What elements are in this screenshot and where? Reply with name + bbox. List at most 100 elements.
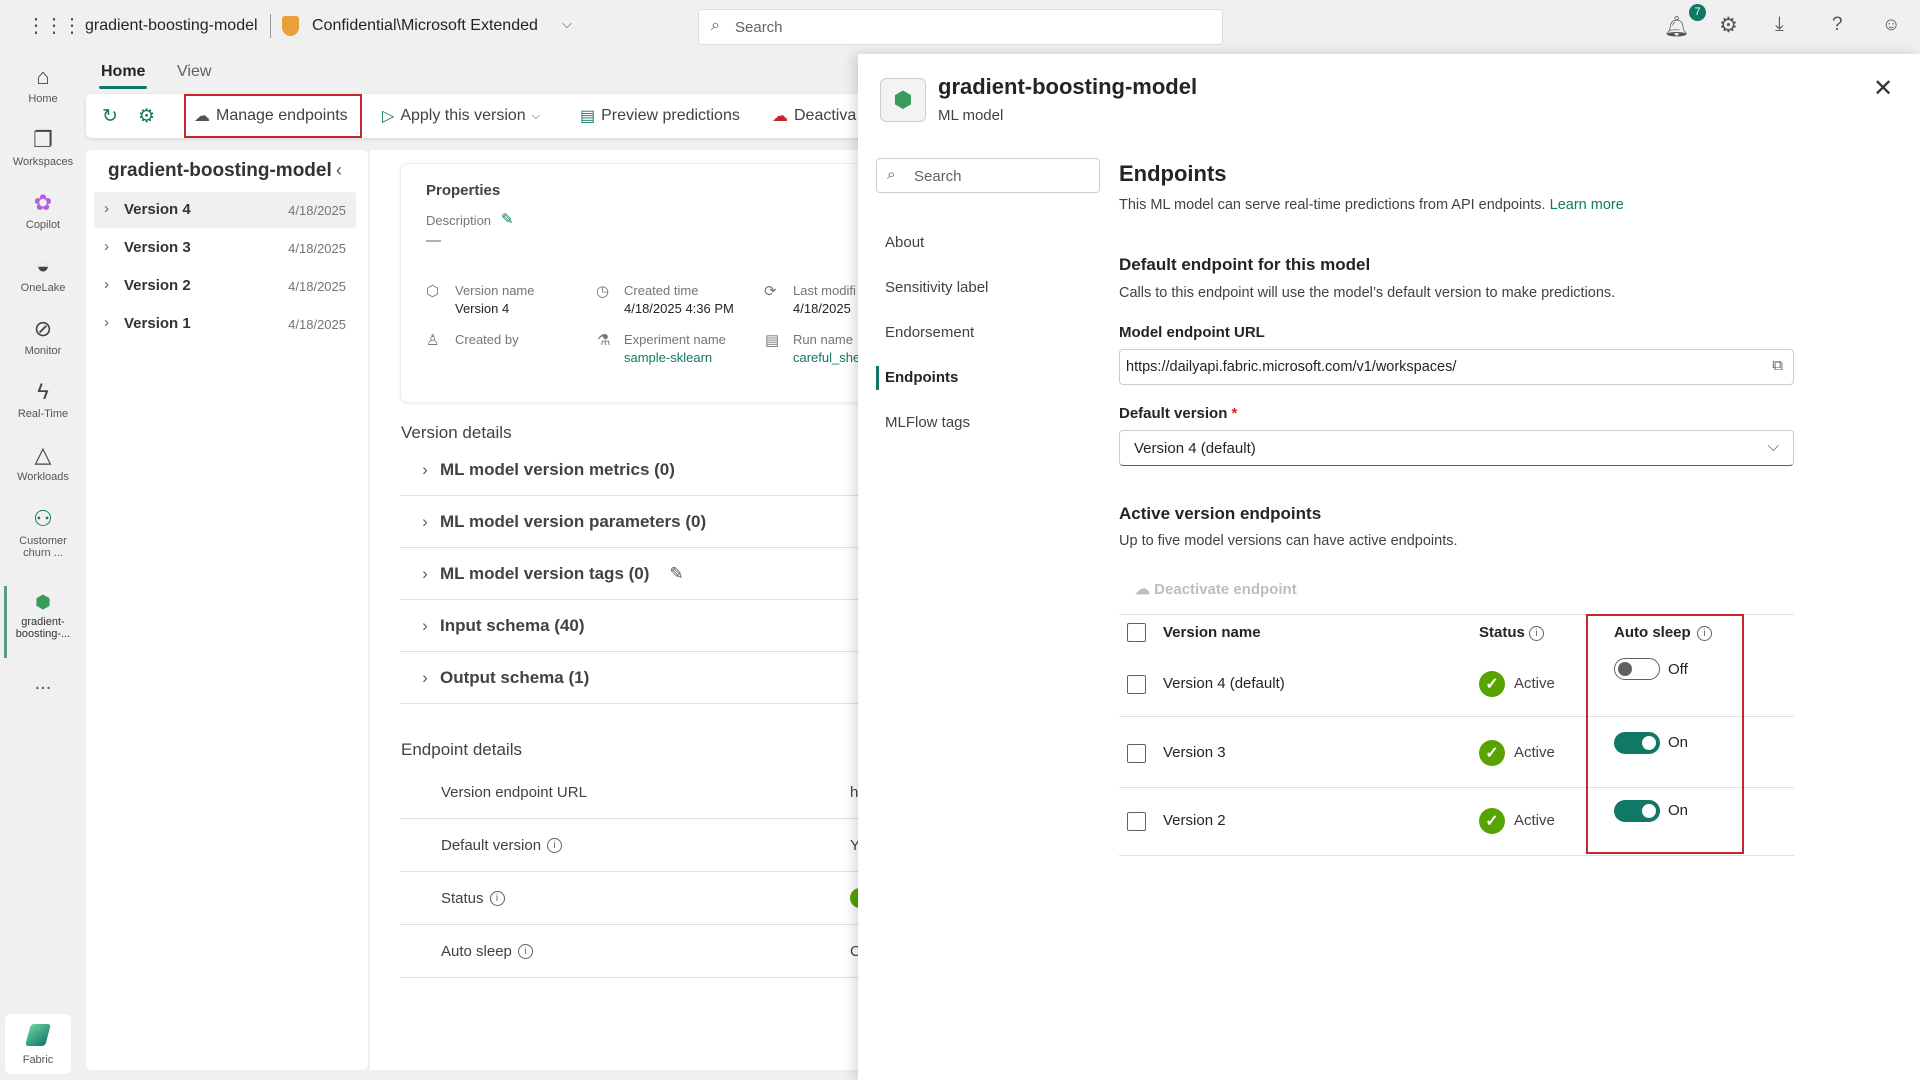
chevron-right-icon[interactable]: › bbox=[104, 238, 109, 255]
sensitivity-label[interactable]: Confidential\Microsoft Extended bbox=[312, 17, 538, 34]
more-icon[interactable]: ... bbox=[34, 672, 52, 694]
version-name-value: Version 4 bbox=[455, 301, 510, 316]
version-name: Version 3 bbox=[124, 239, 191, 256]
accordion-item[interactable]: › Output schema (1) bbox=[400, 652, 860, 704]
nav-endpoints[interactable]: Endpoints bbox=[885, 369, 959, 386]
collapse-icon[interactable]: ‹ bbox=[336, 160, 342, 180]
rail-item-copilot[interactable]: ✿ Copilot bbox=[0, 190, 86, 231]
active-indicator bbox=[4, 586, 7, 658]
auto-sleep-toggle[interactable] bbox=[1614, 731, 1660, 754]
chevron-right-icon[interactable]: › bbox=[104, 314, 109, 331]
endpoint-detail-row: Status i bbox=[400, 872, 870, 925]
preview-predictions-button[interactable]: ▤ Preview predictions bbox=[580, 94, 740, 138]
chevron-right-icon[interactable]: › bbox=[104, 200, 109, 217]
rail-item-gradient-boosting[interactable]: ⬢ gradient-boosting-... bbox=[0, 592, 86, 640]
table-row: Version 4 (default) ✓ Active Off bbox=[1119, 651, 1794, 717]
url-label: Model endpoint URL bbox=[1119, 324, 1265, 341]
select-all-checkbox[interactable] bbox=[1127, 623, 1146, 642]
endpoint-url-field[interactable]: https://dailyapi.fabric.microsoft.com/v1… bbox=[1119, 349, 1794, 385]
chevron-down-icon[interactable]: ⌵ bbox=[562, 16, 572, 31]
tree-item-version[interactable]: › Version 1 4/18/2025 bbox=[94, 306, 356, 342]
tab-home[interactable]: Home bbox=[101, 63, 146, 80]
active-endpoints-sub: Up to five model versions can have activ… bbox=[1119, 533, 1458, 549]
row-checkbox[interactable] bbox=[1127, 812, 1146, 831]
endpoint-detail-row: Version endpoint URL h bbox=[400, 766, 860, 819]
monitor-icon: ⊘ bbox=[33, 316, 53, 341]
default-version-select[interactable]: Version 4 (default) ⌵ bbox=[1119, 430, 1794, 466]
accordion-item[interactable]: › ML model version tags (0) ✎ bbox=[400, 548, 860, 600]
download-icon[interactable]: ⤓ bbox=[1775, 13, 1784, 35]
rail-item-customer-churn[interactable]: ⚇ Customer churn ... bbox=[0, 506, 86, 559]
copy-icon[interactable]: ⧉ bbox=[1772, 357, 1783, 374]
settings-icon[interactable]: ⚙ bbox=[138, 105, 156, 127]
info-icon[interactable]: i bbox=[489, 890, 505, 906]
rail-label: Workspaces bbox=[12, 156, 74, 168]
chevron-right-icon[interactable]: › bbox=[104, 276, 109, 293]
accordion-item[interactable]: › Input schema (40) bbox=[400, 600, 860, 652]
onelake-icon: ◒ bbox=[36, 253, 50, 278]
created-time-value: 4/18/2025 4:36 PM bbox=[624, 301, 734, 316]
row-version-name: Version 2 bbox=[1163, 812, 1226, 829]
notification-badge: 7 bbox=[1689, 4, 1706, 21]
accordion-label: Output schema (1) bbox=[440, 667, 590, 687]
version-date: 4/18/2025 bbox=[288, 203, 346, 218]
close-icon[interactable]: ✕ bbox=[1873, 75, 1894, 102]
rail-item-realtime[interactable]: ϟ Real-Time bbox=[0, 379, 86, 420]
app-title[interactable]: gradient-boosting-model bbox=[85, 17, 258, 34]
row-checkbox[interactable] bbox=[1127, 675, 1146, 694]
fabric-button[interactable]: Fabric bbox=[5, 1014, 71, 1074]
nav-endorsement[interactable]: Endorsement bbox=[885, 324, 975, 341]
auto-sleep-toggle[interactable] bbox=[1614, 800, 1660, 822]
apply-label: Apply this version bbox=[400, 107, 526, 124]
row-checkbox[interactable] bbox=[1127, 743, 1146, 763]
active-check-icon: ✓ bbox=[1479, 739, 1505, 766]
rail-label: Home bbox=[28, 93, 58, 105]
tab-view[interactable]: View bbox=[177, 63, 212, 80]
rail-item-workspaces[interactable]: ❐ Workspaces bbox=[0, 127, 86, 168]
rail-item-monitor[interactable]: ⊘ Monitor bbox=[0, 316, 86, 357]
notifications-icon[interactable]: 🔔︎ bbox=[1664, 16, 1690, 38]
accordion-item[interactable]: › ML model version metrics (0) bbox=[400, 444, 860, 496]
settings-icon[interactable]: ⚙ bbox=[1719, 14, 1738, 37]
tree-item-version[interactable]: › Version 4 4/18/2025 bbox=[94, 192, 356, 228]
nav-sensitivity-label[interactable]: Sensitivity label bbox=[885, 279, 989, 296]
nav-about[interactable]: About bbox=[885, 234, 925, 251]
info-icon[interactable]: i bbox=[1697, 626, 1712, 641]
feedback-icon[interactable]: ☺ bbox=[1882, 14, 1901, 34]
nav-mlflow-tags[interactable]: MLFlow tags bbox=[885, 414, 971, 431]
url-value: https://dailyapi.fabric.microsoft.com/v1… bbox=[1126, 359, 1457, 375]
deactivate-endpoint-button[interactable]: ☁ Deactivate endpoint bbox=[1135, 580, 1297, 598]
required-marker: * bbox=[1231, 405, 1238, 422]
manage-endpoints-label: Manage endpoints bbox=[216, 107, 348, 124]
rail-item-workloads[interactable]: △ Workloads bbox=[0, 442, 86, 483]
panel-search-input[interactable]: ⌕ Search bbox=[876, 158, 1100, 193]
app-launcher-icon[interactable]: ⋮⋮⋮ bbox=[26, 15, 82, 37]
deactivate-button[interactable]: ☁ Deactiva bbox=[772, 94, 856, 138]
version-name: Version 2 bbox=[124, 277, 191, 294]
apply-version-button[interactable]: ▷ Apply this version ⌵ bbox=[382, 94, 540, 138]
help-icon[interactable]: ? bbox=[1832, 14, 1843, 35]
tree-item-version[interactable]: › Version 2 4/18/2025 bbox=[94, 268, 356, 304]
auto-sleep-toggle[interactable] bbox=[1614, 658, 1660, 680]
rail-item-home[interactable]: ⌂ Home bbox=[0, 64, 86, 105]
nav-active-indicator bbox=[876, 366, 879, 390]
active-endpoints-heading: Active version endpoints bbox=[1119, 504, 1322, 523]
description-text: This ML model can serve real-time predic… bbox=[1119, 197, 1546, 213]
refresh-icon[interactable]: ↻ bbox=[102, 105, 118, 127]
manage-endpoints-button[interactable]: ☁ Manage endpoints bbox=[184, 94, 362, 138]
info-icon[interactable]: i bbox=[517, 943, 533, 959]
accordion-item[interactable]: › ML model version parameters (0) bbox=[400, 496, 860, 548]
rail-item-onelake[interactable]: ◒ OneLake bbox=[0, 253, 86, 294]
tree-item-version[interactable]: › Version 3 4/18/2025 bbox=[94, 230, 356, 266]
run-link[interactable]: careful_she bbox=[793, 350, 861, 365]
search-input[interactable]: ⌕ Search bbox=[698, 9, 1223, 45]
cloud-deactivate-icon: ☁ bbox=[772, 108, 788, 125]
search-placeholder: Search bbox=[914, 168, 962, 185]
info-icon[interactable]: i bbox=[547, 837, 563, 853]
experiment-link[interactable]: sample-sklearn bbox=[624, 350, 713, 365]
deactivate-label: Deactivate endpoint bbox=[1154, 581, 1297, 598]
learn-more-link[interactable]: Learn more bbox=[1549, 197, 1624, 213]
info-icon[interactable]: i bbox=[1529, 626, 1544, 641]
edit-tags-icon[interactable]: ✎ bbox=[669, 563, 684, 583]
edit-description-icon[interactable]: ✎ bbox=[501, 211, 514, 228]
